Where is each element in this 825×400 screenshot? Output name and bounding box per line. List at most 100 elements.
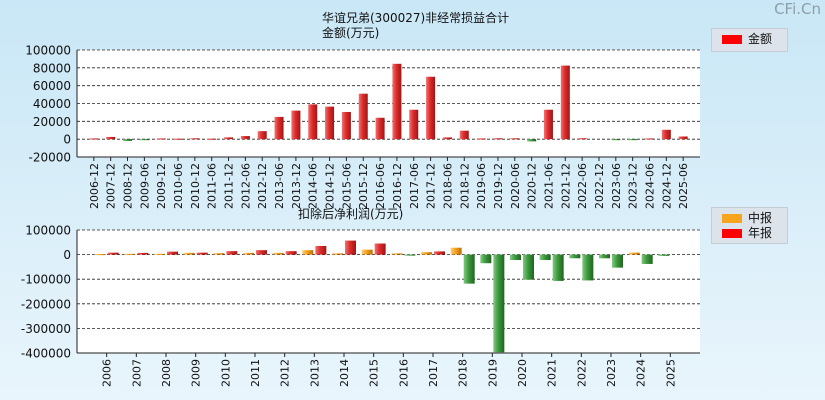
chart2-bar-annual: [285, 251, 297, 255]
legend-label-interim: 中报: [748, 211, 773, 225]
chart2-bar-annual: [345, 240, 356, 255]
legend-item-interim: 中报: [722, 212, 772, 225]
chart1-bar: [442, 137, 452, 140]
chart1-subtitle: 金额(万元): [322, 26, 380, 40]
legend-label-annual: 年报: [748, 226, 773, 240]
chart1-bar: [510, 138, 520, 140]
chart1-xtick-label: 2022-06: [576, 163, 589, 209]
chart1-xtick-label: 2020-12: [526, 163, 539, 209]
legend-swatch-amount: [722, 35, 742, 44]
chart1-bar: [493, 138, 503, 140]
chart1-bar: [190, 138, 200, 140]
chart2-ytick-label: 0: [63, 248, 71, 262]
chart2-bar-annual: [256, 250, 267, 255]
chart1-bar: [375, 117, 385, 140]
legend-label-amount: 金额: [748, 32, 773, 46]
chart1-bar: [341, 111, 351, 140]
chart2-xtick-label: 2007: [130, 359, 143, 387]
chart2-xtick-label: 2012: [279, 359, 292, 387]
chart1-xtick-label: 2012-12: [256, 163, 269, 209]
chart2-xtick-label: 2008: [160, 359, 173, 387]
chart1-xtick-label: 2016-06: [374, 163, 387, 209]
chart1-xtick-label: 2015-06: [340, 163, 353, 209]
chart1-ytick-label: 60000: [33, 79, 71, 93]
chart2-bar-annual: [315, 245, 327, 255]
chart1-xtick-label: 2011-12: [223, 163, 236, 209]
chart1-bar: [106, 136, 116, 140]
chart1-ytick-label: -20000: [28, 151, 71, 165]
chart1-bar: [139, 139, 149, 141]
chart2-ytick-label: -300000: [21, 322, 71, 336]
chart2-bar-annual: [404, 254, 416, 256]
chart2-xtick-label: 2017: [427, 359, 440, 387]
chart1-xtick-label: 2024-06: [643, 163, 656, 209]
chart1-xtick-label: 2024-12: [660, 163, 673, 209]
chart2-bar-annual: [374, 243, 386, 255]
chart1-xtick-label: 2007-12: [105, 163, 118, 209]
chart1-xtick-label: 2020-06: [509, 163, 522, 209]
chart2-bar-annual: [463, 254, 475, 284]
chart1-xtick-label: 2022-12: [593, 163, 606, 209]
chart2-xtick-label: 2009: [190, 359, 203, 387]
chart2-bar-annual: [582, 254, 594, 281]
chart2-bar-annual: [493, 254, 505, 353]
chart1-bar: [409, 109, 419, 140]
chart2-bar-annual: [641, 254, 653, 264]
chart1-bar: [291, 110, 301, 140]
chart2-bar-interim: [480, 254, 492, 264]
chart1-ytick-label: 100000: [25, 44, 71, 58]
chart2-ytick-label: -100000: [21, 273, 71, 287]
chart1-bar: [173, 138, 183, 140]
chart2-bar-interim: [243, 252, 254, 255]
chart2-bar-interim: [421, 252, 432, 255]
chart2-ytick-label: -200000: [21, 297, 71, 311]
chart2-bar-interim: [539, 254, 551, 261]
chart1-xtick-label: 2018-12: [458, 163, 471, 209]
chart1-bar: [240, 136, 250, 140]
chart1-xtick-label: 2010-12: [189, 163, 202, 209]
chart2-xtick-label: 2015: [368, 359, 381, 387]
chart1-xtick-label: 2008-12: [122, 163, 135, 209]
chart2-bar-interim: [450, 247, 462, 255]
chart1-xtick-label: 2023-06: [610, 163, 623, 209]
chart2-bar-interim: [332, 253, 343, 255]
chart1-bar: [325, 106, 335, 140]
chart2-xtick-label: 2013: [308, 359, 321, 387]
chart1-plot: 100000 80000 60000 40000 20000 0 -20000 2006-12…: [25, 44, 700, 209]
chart2-bar-interim: [361, 249, 373, 255]
chart2-xtick-label: 2023: [605, 359, 618, 387]
chart1-xtick-label: 2009-12: [155, 163, 168, 209]
chart1-bar: [560, 65, 570, 140]
chart2-xtick-label: 2022: [575, 359, 588, 387]
chart1-bar: [611, 139, 621, 141]
chart2-plot: 100000 0 -100000 -200000 -300000 -400000 2006 2…: [21, 224, 700, 387]
legend-swatch-interim: [722, 214, 742, 223]
chart1-bar: [274, 116, 284, 140]
chart1-bar: [358, 93, 368, 140]
chart1-bar: [644, 138, 654, 140]
chart1-bar: [392, 63, 402, 140]
chart1-title: 华谊兄弟(300027)非经常损益合计: [322, 11, 510, 25]
chart1-bar: [678, 136, 688, 140]
chart1-ytick-label: 80000: [33, 61, 71, 75]
legend-item-amount: 金额: [722, 33, 772, 46]
chart1-bar: [224, 137, 234, 140]
chart2-bar-interim: [272, 252, 284, 255]
chart2-plot-area: [77, 230, 700, 353]
chart1-xtick-label: 2025-06: [677, 163, 690, 209]
chart1-xtick-label: 2015-12: [357, 163, 370, 209]
chart1-xtick-label: 2009-06: [138, 163, 151, 209]
chart1-xtick-label: 2017-12: [425, 163, 438, 209]
chart1-bar: [89, 138, 99, 140]
chart2-ytick-label: -400000: [21, 347, 71, 361]
chart1-xtick-label: 2013-12: [290, 163, 303, 209]
chart2-xtick-label: 2016: [397, 359, 410, 387]
chart2-bar-interim: [183, 252, 195, 255]
chart2-xtick-label: 2025: [664, 359, 677, 387]
chart2-legend: 中报 年报: [711, 207, 788, 244]
legend-item-annual: 年报: [722, 227, 772, 240]
chart1-xtick-label: 2010-06: [172, 163, 185, 209]
chart1-legend: 金额: [711, 28, 788, 52]
chart2-xtick-label: 2006: [101, 359, 114, 387]
chart1-xtick-label: 2021-06: [542, 163, 555, 209]
